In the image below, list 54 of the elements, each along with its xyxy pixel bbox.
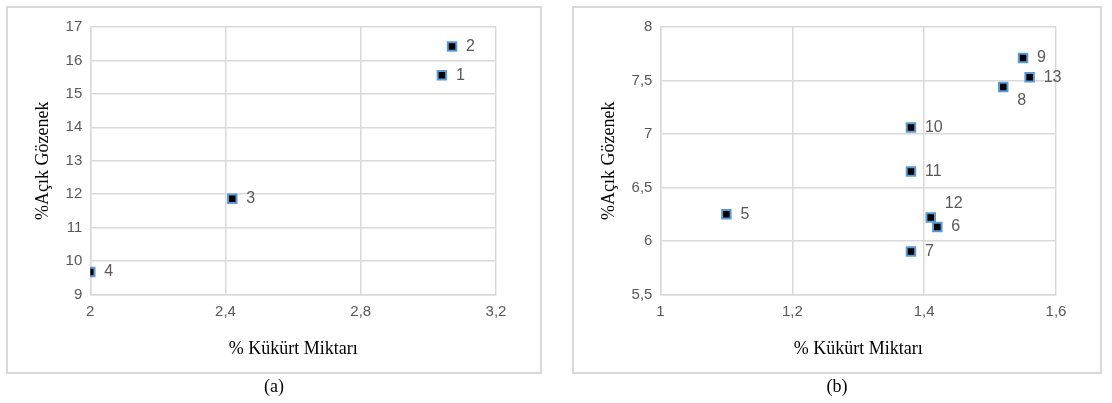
y-tick-label: 10 [65, 251, 83, 269]
y-tick-label: 7,5 [631, 70, 653, 88]
point [925, 212, 936, 223]
x-tick-label: 1 [656, 301, 665, 319]
annotation: 11 [924, 161, 942, 179]
y-tick-label: 17 [65, 17, 83, 35]
y-tick-label: 6 [644, 231, 653, 249]
annotation: 13 [1043, 67, 1062, 85]
annotation: 3 [246, 189, 256, 207]
x-tick-label: 1,6 [1045, 301, 1067, 319]
annotation: 9 [1037, 48, 1047, 66]
y-tick-label: 6,5 [631, 177, 653, 195]
x-tick-label: 3,2 [485, 301, 507, 319]
point [446, 41, 458, 52]
x-axis-title: % Kükürt Miktarı [793, 337, 923, 358]
point [905, 246, 917, 257]
annotation: 7 [924, 242, 934, 260]
y-tick-label: 7 [644, 124, 653, 142]
annotation: 6 [951, 217, 961, 235]
point [227, 193, 238, 205]
y-tick-label: 15 [65, 83, 83, 101]
y-tick-label: 5,5 [631, 284, 653, 302]
x-tick-label: 2 [86, 301, 95, 319]
point [436, 69, 448, 81]
point [1017, 52, 1029, 64]
x-axis-title: % Kükürt Miktarı [228, 337, 358, 358]
y-tick-label: 16 [65, 50, 83, 68]
x-tick-label: 2,4 [215, 301, 236, 319]
annotation: 5 [740, 204, 750, 222]
text: (b) [826, 376, 848, 397]
y-tick-label: 12 [65, 184, 83, 202]
x-tick-label: 2,8 [350, 301, 372, 319]
y-tick-label: 9 [73, 284, 83, 302]
annotation: 4 [104, 262, 114, 280]
x-tick-label: 1,2 [781, 301, 803, 319]
point [905, 122, 917, 133]
annotation: 1 [455, 65, 465, 83]
annotation: 2 [466, 36, 476, 54]
x-tick-label: 1,4 [913, 301, 935, 319]
point [905, 166, 917, 177]
point [721, 208, 732, 220]
point [932, 221, 943, 233]
y-tick-label: 14 [65, 117, 83, 135]
y-axis-title: %Açık Gözenek [31, 101, 52, 220]
point [1024, 72, 1035, 83]
annotation: 8 [1017, 91, 1027, 109]
y-axis-title: %Açık Gözenek [597, 101, 618, 220]
y-tick-label: 11 [66, 217, 83, 235]
y-tick-label: 13 [65, 150, 83, 168]
text: (a) [264, 376, 284, 397]
point [998, 81, 1009, 93]
annotation: 12 [944, 193, 963, 211]
annotation: 10 [924, 117, 943, 135]
y-tick-label: 8 [644, 17, 653, 35]
